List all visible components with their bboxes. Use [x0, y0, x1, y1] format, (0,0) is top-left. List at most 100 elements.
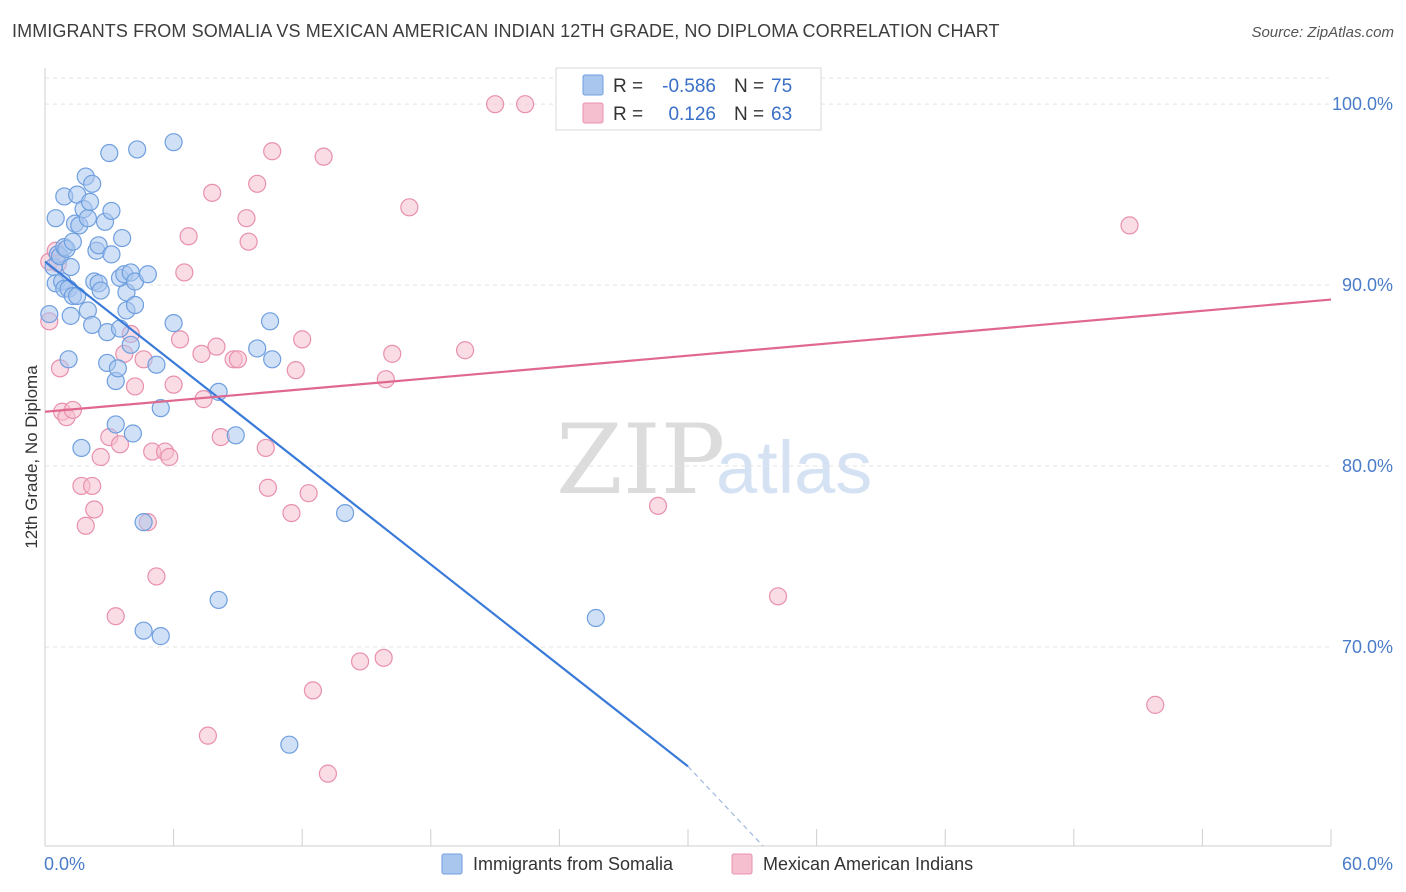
- point-immigrants-from-somalia: [209, 590, 228, 610]
- point-mexican-american-indians: [170, 330, 190, 349]
- point-immigrants-from-somalia: [91, 281, 110, 300]
- point-mexican-american-indians: [303, 681, 323, 700]
- legend-r-value-somalia: -0.586: [662, 76, 716, 97]
- watermark: ZIP atlas: [556, 404, 872, 516]
- point-mexican-american-indians: [211, 427, 230, 447]
- point-mexican-american-indians: [350, 652, 370, 671]
- point-mexican-american-indians: [648, 496, 668, 515]
- point-immigrants-from-somalia: [123, 424, 142, 443]
- legend-r-label-somalia: R =: [613, 76, 643, 97]
- point-immigrants-from-somalia: [100, 143, 119, 163]
- point-mexican-american-indians: [106, 607, 125, 626]
- bottom-legend-label-mexican: Mexican American Indians: [763, 854, 973, 874]
- point-immigrants-from-somalia: [61, 306, 80, 325]
- point-immigrants-from-somalia: [63, 232, 82, 251]
- point-immigrants-from-somalia: [147, 355, 166, 374]
- point-immigrants-from-somalia: [80, 192, 100, 211]
- legend-box: R = -0.586 N = 75 R = 0.126 N = 63: [555, 67, 822, 131]
- point-mexican-american-indians: [1120, 216, 1139, 235]
- point-immigrants-from-somalia: [40, 304, 59, 324]
- point-mexican-american-indians: [175, 263, 194, 282]
- point-mexican-american-indians: [374, 648, 393, 667]
- point-immigrants-from-somalia: [151, 399, 170, 418]
- y-tick-label: 90.0%: [1342, 275, 1393, 295]
- trend-line-somalia-extension: [687, 765, 764, 847]
- trend-line-somalia: [44, 260, 689, 768]
- point-immigrants-from-somalia: [335, 503, 355, 523]
- point-mexican-american-indians: [516, 95, 535, 114]
- series-immigrants-from-somalia: [40, 95, 698, 754]
- point-mexican-american-indians: [110, 435, 130, 454]
- series-mexican-american-indians: [40, 95, 1165, 783]
- bottom-legend: Immigrants from Somalia Mexican American…: [441, 853, 973, 875]
- legend-r-value-mexican: 0.126: [668, 104, 716, 125]
- point-immigrants-from-somalia: [128, 140, 147, 159]
- point-immigrants-from-somalia: [280, 735, 299, 754]
- watermark-atlas: atlas: [716, 426, 872, 509]
- point-immigrants-from-somalia: [226, 426, 245, 445]
- point-mexican-american-indians: [455, 341, 475, 360]
- point-mexican-american-indians: [248, 174, 267, 193]
- point-immigrants-from-somalia: [108, 359, 127, 378]
- point-immigrants-from-somalia: [46, 209, 65, 228]
- point-mexican-american-indians: [207, 337, 226, 356]
- point-immigrants-from-somalia: [106, 415, 125, 434]
- legend-swatch-mexican: [582, 102, 604, 124]
- point-immigrants-from-somalia: [83, 174, 102, 193]
- legend-n-label-mexican: N =: [734, 104, 764, 125]
- bottom-legend-swatch-mexican: [731, 853, 753, 875]
- point-mexican-american-indians: [125, 377, 145, 396]
- point-immigrants-from-somalia: [72, 438, 91, 458]
- point-immigrants-from-somalia: [138, 265, 157, 284]
- point-mexican-american-indians: [263, 142, 282, 161]
- point-immigrants-from-somalia: [164, 314, 183, 333]
- x-tick-labels: 0.0% 60.0%: [44, 854, 1393, 874]
- y-tick-label: 80.0%: [1342, 456, 1393, 476]
- point-mexican-american-indians: [198, 726, 217, 745]
- y-tick-labels: 70.0% 80.0% 90.0% 100.0%: [1332, 94, 1393, 657]
- chart-title: IMMIGRANTS FROM SOMALIA VS MEXICAN AMERI…: [12, 21, 1000, 41]
- point-mexican-american-indians: [1146, 695, 1165, 714]
- point-mexican-american-indians: [179, 227, 198, 246]
- point-mexican-american-indians: [768, 587, 788, 606]
- legend-swatch-somalia: [582, 74, 604, 96]
- point-immigrants-from-somalia: [68, 286, 87, 306]
- point-immigrants-from-somalia: [78, 209, 97, 228]
- y-tick-label: 70.0%: [1342, 637, 1393, 657]
- point-immigrants-from-somalia: [89, 236, 108, 255]
- x-tick-label-max: 60.0%: [1342, 854, 1393, 874]
- point-mexican-american-indians: [91, 447, 110, 467]
- point-mexican-american-indians: [147, 567, 166, 586]
- point-mexican-american-indians: [486, 95, 505, 114]
- point-immigrants-from-somalia: [263, 350, 282, 369]
- bottom-legend-label-somalia: Immigrants from Somalia: [473, 854, 674, 874]
- point-immigrants-from-somalia: [164, 133, 183, 152]
- point-immigrants-from-somalia: [125, 295, 145, 315]
- point-mexican-american-indians: [164, 375, 183, 394]
- point-immigrants-from-somalia: [121, 335, 140, 354]
- point-mexican-american-indians: [228, 350, 247, 369]
- point-immigrants-from-somalia: [248, 339, 267, 358]
- point-mexican-american-indians: [383, 344, 402, 363]
- point-immigrants-from-somalia: [102, 245, 121, 264]
- point-mexican-american-indians: [192, 344, 211, 363]
- point-mexican-american-indians: [85, 500, 104, 519]
- trend-lines: [44, 260, 1332, 847]
- point-mexican-american-indians: [258, 478, 278, 497]
- point-mexican-american-indians: [293, 330, 312, 349]
- point-immigrants-from-somalia: [102, 201, 121, 221]
- point-mexican-american-indians: [318, 764, 338, 783]
- point-immigrants-from-somalia: [134, 621, 153, 640]
- point-immigrants-from-somalia: [260, 312, 280, 331]
- legend-n-label-somalia: N =: [734, 76, 764, 97]
- point-immigrants-from-somalia: [586, 608, 605, 628]
- point-immigrants-from-somalia: [61, 257, 80, 277]
- x-tick-label-min: 0.0%: [44, 854, 85, 874]
- point-mexican-american-indians: [239, 232, 258, 251]
- y-tick-label: 100.0%: [1332, 94, 1393, 114]
- point-mexican-american-indians: [237, 209, 256, 228]
- point-immigrants-from-somalia: [134, 513, 153, 532]
- point-mexican-american-indians: [314, 147, 333, 166]
- point-immigrants-from-somalia: [59, 350, 78, 369]
